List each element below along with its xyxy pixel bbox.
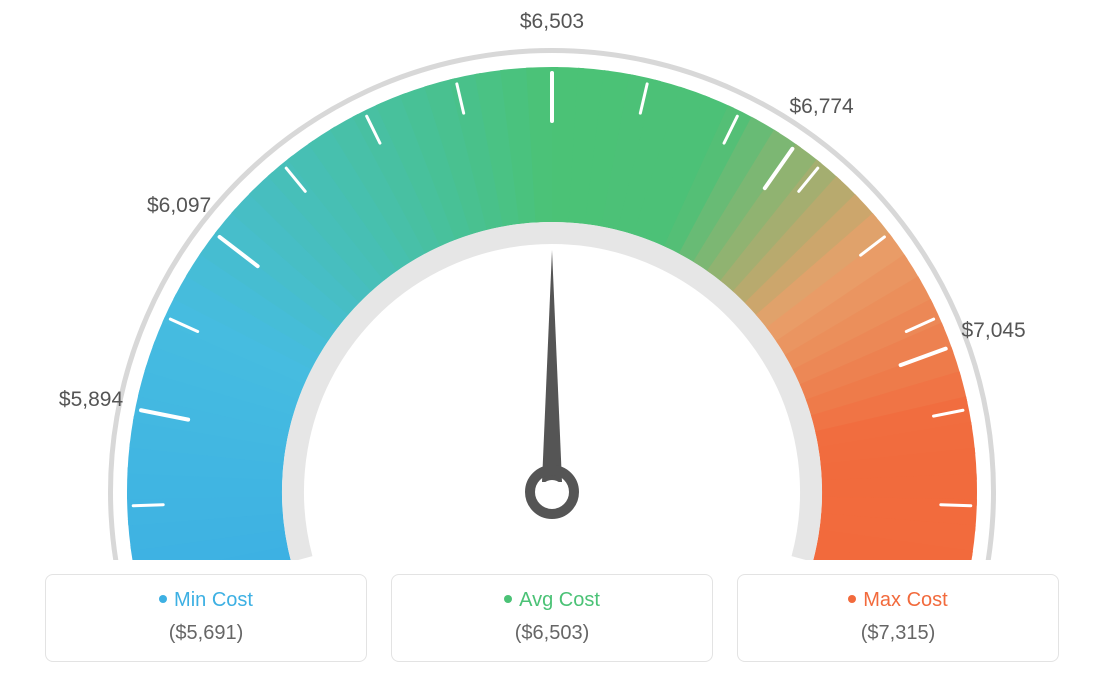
legend-avg-title: Avg Cost — [392, 589, 712, 612]
scale-label: $5,894 — [59, 388, 123, 412]
legend-min-value: ($5,691) — [46, 622, 366, 645]
scale-label: $6,097 — [147, 194, 211, 218]
legend-avg-value: ($6,503) — [392, 622, 712, 645]
legend-max-card: Max Cost ($7,315) — [737, 574, 1059, 662]
legend-min-card: Min Cost ($5,691) — [45, 574, 367, 662]
legend-avg-card: Avg Cost ($6,503) — [391, 574, 713, 662]
dot-avg-icon — [504, 595, 512, 603]
gauge-area: $5,691$5,894$6,097$6,503$6,774$7,045$7,3… — [0, 0, 1104, 560]
legend-max-value: ($7,315) — [738, 622, 1058, 645]
legend-avg-title-text: Avg Cost — [519, 589, 600, 611]
legend-max-title: Max Cost — [738, 589, 1058, 612]
legend-row: Min Cost ($5,691) Avg Cost ($6,503) Max … — [0, 574, 1104, 662]
gauge-chart: $5,691$5,894$6,097$6,503$6,774$7,045$7,3… — [0, 0, 1104, 690]
gauge-svg — [0, 0, 1104, 560]
scale-label: $7,045 — [962, 319, 1026, 343]
dot-max-icon — [848, 595, 856, 603]
scale-label: $6,774 — [790, 95, 854, 119]
legend-max-title-text: Max Cost — [863, 589, 947, 611]
legend-min-title: Min Cost — [46, 589, 366, 612]
scale-label: $6,503 — [520, 10, 584, 34]
dot-min-icon — [159, 595, 167, 603]
legend-min-title-text: Min Cost — [174, 589, 253, 611]
